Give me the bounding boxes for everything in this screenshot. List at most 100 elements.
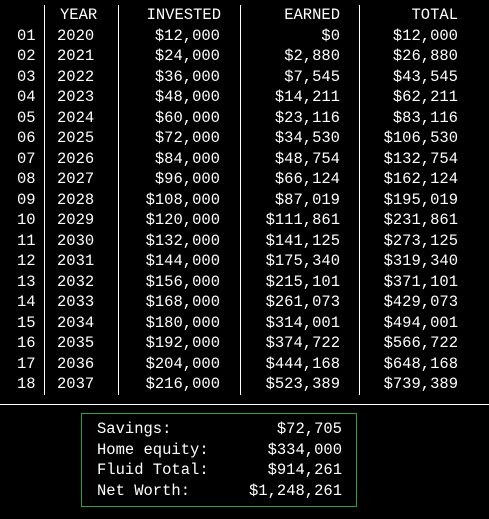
header-earned: EARNED [240,5,359,26]
row-invested: $60,000 [118,107,240,128]
summary-label: Savings: [97,420,172,438]
row-year: 2028 [44,189,118,210]
summary-row-savings: Savings: $72,705 [97,419,342,440]
row-invested: $48,000 [118,87,240,108]
row-year: 2033 [44,292,118,313]
table-row: 18 2037 $216,000 $523,389 $739,389 [0,374,489,395]
row-year: 2020 [44,25,118,46]
row-earned: $523,389 [240,374,359,395]
net-worth-summary: Savings: $72,705 Home equity: $334,000 Fluid… [81,413,357,507]
row-total: $319,340 [359,251,489,272]
summary-value: $914,261 [267,461,342,479]
table-row: 09 2028 $108,000 $87,019 $195,019 [0,189,489,210]
row-index: 05 [17,108,36,127]
row-year: 2022 [44,66,118,87]
summary-label: Fluid Total: [97,461,209,479]
table-row: 14 2033 $168,000 $261,073 $429,073 [0,292,489,313]
table-row: 01 2020 $12,000 $0 $12,000 [0,25,489,46]
table-body: 01 2020 $12,000 $0 $12,000 02 2021 $24,000 $2,88… [0,25,489,404]
row-invested: $120,000 [118,210,240,231]
row-total: $739,389 [359,374,489,395]
row-earned: $374,722 [240,333,359,354]
table-row: 03 2022 $36,000 $7,545 $43,545 [0,66,489,87]
summary-row-net-worth: Net Worth: $1,248,261 [97,481,342,502]
table-header: YEAR INVESTED EARNED TOTAL [0,5,489,26]
table-row: 07 2026 $84,000 $48,754 $132,754 [0,148,489,169]
row-total: $195,019 [359,189,489,210]
row-invested: $156,000 [118,271,240,292]
row-total: $494,001 [359,312,489,333]
row-earned: $7,545 [240,66,359,87]
row-index: 17 [17,354,36,373]
row-invested: $180,000 [118,312,240,333]
table-row: 10 2029 $120,000 $111,861 $231,861 [0,210,489,231]
table-row: 15 2034 $180,000 $314,001 $494,001 [0,312,489,333]
row-year: 2036 [44,353,118,374]
row-earned: $48,754 [240,148,359,169]
summary-label: Net Worth: [97,481,191,500]
row-year: 2025 [44,128,118,149]
header-year: YEAR [44,5,118,26]
row-total: $162,124 [359,169,489,190]
row-index: 07 [17,149,36,168]
row-total: $648,168 [359,353,489,374]
row-total: $429,073 [359,292,489,313]
header-total: TOTAL [359,5,489,26]
row-year: 2030 [44,230,118,251]
header-invested: INVESTED [118,5,240,26]
row-total: $106,530 [359,128,489,149]
row-earned: $2,880 [240,46,359,67]
table-row: 06 2025 $72,000 $34,530 $106,530 [0,128,489,149]
row-index: 14 [17,293,36,311]
row-index: 06 [17,129,36,147]
row-earned: $261,073 [240,292,359,313]
table-row: 16 2035 $192,000 $374,722 $566,722 [0,333,489,354]
row-total: $62,211 [359,87,489,108]
row-invested: $24,000 [118,46,240,67]
row-index: 12 [17,252,36,270]
summary-label: Home equity: [97,440,209,459]
row-index: 09 [17,190,36,209]
row-year: 2027 [44,169,118,190]
row-year: 2031 [44,251,118,272]
row-index: 10 [17,211,36,229]
row-year: 2032 [44,271,118,292]
row-invested: $96,000 [118,169,240,190]
row-total: $12,000 [359,25,489,46]
summary-value: $334,000 [267,440,342,459]
row-earned: $23,116 [240,107,359,128]
divider [0,404,489,405]
row-index: 03 [17,67,36,86]
row-year: 2021 [44,46,118,67]
row-earned: $66,124 [240,169,359,190]
row-earned: $14,211 [240,87,359,108]
row-index: 02 [17,47,36,65]
row-invested: $84,000 [118,148,240,169]
row-earned: $215,101 [240,271,359,292]
summary-row-fluid-total: Fluid Total: $914,261 [97,460,342,481]
row-earned: $314,001 [240,312,359,333]
investment-projection-table: YEAR INVESTED EARNED TOTAL 01 2020 $12,000… [0,5,489,404]
row-year: 2026 [44,148,118,169]
row-invested: $132,000 [118,230,240,251]
table-row: 05 2024 $60,000 $23,116 $83,116 [0,107,489,128]
row-total: $132,754 [359,148,489,169]
row-invested: $36,000 [118,66,240,87]
row-earned: $175,340 [240,251,359,272]
row-total: $83,116 [359,107,489,128]
row-year: 2029 [44,210,118,231]
row-index: 13 [17,272,36,291]
row-invested: $12,000 [118,25,240,46]
row-total: $43,545 [359,66,489,87]
row-invested: $192,000 [118,333,240,354]
row-index: 15 [17,313,36,332]
row-index: 08 [17,170,36,188]
row-invested: $108,000 [118,189,240,210]
summary-value: $72,705 [276,420,342,438]
header-index [0,5,44,26]
row-total: $231,861 [359,210,489,231]
row-index: 18 [17,375,36,393]
row-invested: $144,000 [118,251,240,272]
row-index: 01 [17,26,36,45]
row-earned: $444,168 [240,353,359,374]
